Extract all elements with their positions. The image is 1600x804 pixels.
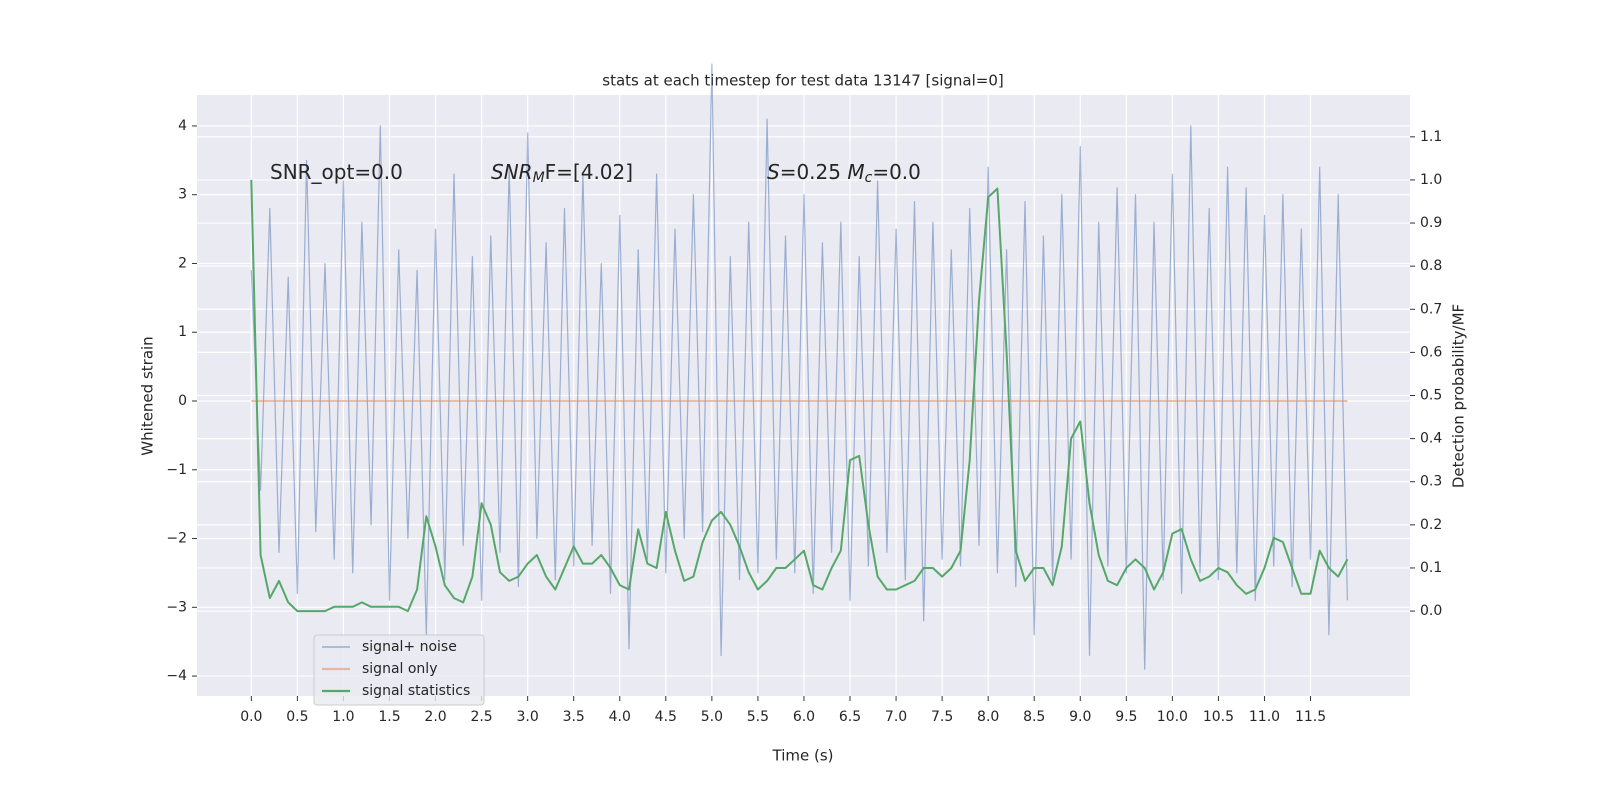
x-tick-label: 8.5 [1023, 709, 1045, 725]
y2-tick-label: 0.7 [1420, 301, 1442, 317]
x-tick-label: 7.0 [885, 709, 907, 725]
legend-label: signal only [362, 661, 437, 677]
y2-tick-label: 0.9 [1420, 215, 1442, 231]
x-axis-label: Time (s) [772, 747, 834, 765]
x-tick-label: 2.0 [424, 709, 446, 725]
y-axis-label: Whitened strain [139, 336, 157, 455]
series-line [250, 63, 1348, 670]
x-tick-label: 1.0 [332, 709, 354, 725]
annotation: S=0.25 Mc=0.0 [767, 160, 921, 187]
legend-label: signal statistics [362, 683, 470, 699]
annotation: SNR_opt=0.0 [270, 160, 403, 184]
y-tick-label: 3 [178, 187, 187, 203]
x-tick-label: 10.5 [1203, 709, 1234, 725]
annotation-part: SNR [491, 160, 533, 184]
x-tick-label: 5.0 [701, 709, 723, 725]
y-tick-label: 2 [178, 255, 187, 271]
y-tick-label: −4 [166, 668, 187, 684]
x-tick-label: 0.0 [240, 709, 262, 725]
annotation-part: SNR_opt=0.0 [270, 160, 403, 184]
legend-box [313, 634, 485, 706]
y2-tick-label: 0.1 [1420, 560, 1442, 576]
y-tick-label: −1 [166, 462, 187, 478]
y-tick-label: −3 [166, 599, 187, 615]
chart-title: stats at each timestep for test data 131… [602, 72, 1003, 90]
y-tick-label: 4 [178, 118, 187, 134]
y-tick-label: 1 [178, 324, 187, 340]
x-tick-label: 6.0 [793, 709, 815, 725]
annotation-part: S [767, 160, 780, 184]
x-tick-label: 4.5 [655, 709, 677, 725]
x-tick-label: 8.0 [977, 709, 999, 725]
annotation-part: =0.0 [872, 160, 921, 184]
x-tick-label: 1.5 [378, 709, 400, 725]
x-tick-label: 9.0 [1069, 709, 1091, 725]
annotation-part: =0.25 [780, 160, 848, 184]
x-tick-label: 5.5 [747, 709, 769, 725]
x-tick-label: 6.5 [839, 709, 861, 725]
x-tick-label: 9.5 [1115, 709, 1137, 725]
x-tick-label: 4.0 [609, 709, 631, 725]
y2-tick-label: 0.6 [1420, 344, 1442, 360]
annotation: SNRMF=[4.02] [491, 160, 633, 187]
y2-tick-label: 0.4 [1420, 431, 1442, 447]
y2-tick-label: 0.3 [1420, 474, 1442, 490]
x-tick-label: 11.5 [1295, 709, 1326, 725]
y2-axis-label: Detection probability/MF [1450, 304, 1468, 488]
x-tick-label: 7.5 [931, 709, 953, 725]
y-tick-label: 0 [178, 393, 187, 409]
y2-tick-label: 0.2 [1420, 517, 1442, 533]
annotation-part: M [847, 160, 864, 184]
y2-tick-label: 1.0 [1420, 172, 1442, 188]
series-line [250, 179, 1349, 613]
x-tick-label: 2.5 [470, 709, 492, 725]
y2-tick-label: 1.1 [1420, 129, 1442, 145]
x-tick-label: 10.0 [1157, 709, 1188, 725]
y2-tick-label: 0.8 [1420, 258, 1442, 274]
annotation-part: c [865, 170, 873, 186]
annotation-part: M [533, 170, 545, 186]
legend-label: signal+ noise [362, 639, 457, 655]
annotation-part: F=[4.02] [545, 160, 633, 184]
x-tick-label: 11.0 [1249, 709, 1280, 725]
x-tick-label: 3.5 [563, 709, 585, 725]
y2-tick-label: 0.0 [1420, 603, 1442, 619]
x-tick-label: 0.5 [286, 709, 308, 725]
y2-tick-label: 0.5 [1420, 388, 1442, 404]
x-tick-label: 3.0 [517, 709, 539, 725]
y-tick-label: −2 [166, 531, 187, 547]
